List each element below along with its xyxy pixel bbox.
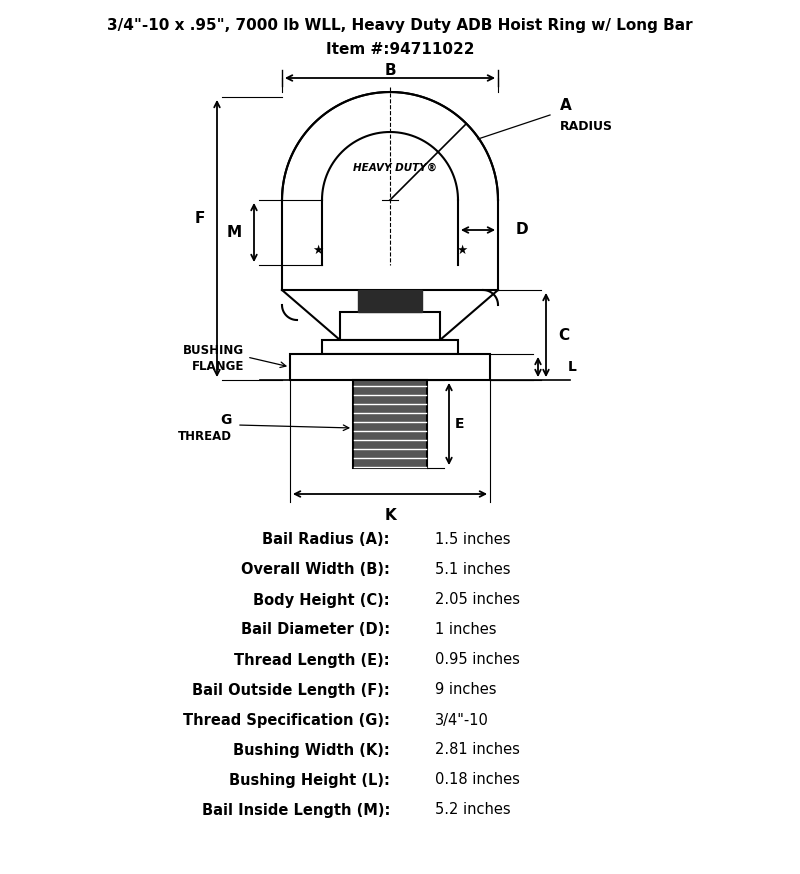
Text: A: A — [560, 98, 572, 113]
Text: 2.81 inches: 2.81 inches — [435, 743, 520, 758]
Text: 5.2 inches: 5.2 inches — [435, 802, 510, 817]
Text: 3/4"-10 x .95", 7000 lb WLL, Heavy Duty ADB Hoist Ring w/ Long Bar: 3/4"-10 x .95", 7000 lb WLL, Heavy Duty … — [107, 18, 693, 33]
Text: B: B — [384, 63, 396, 78]
Text: Bail Diameter (D):: Bail Diameter (D): — [241, 622, 390, 637]
Text: Item #:94711022: Item #:94711022 — [326, 42, 474, 57]
Text: THREAD: THREAD — [178, 429, 232, 442]
Text: C: C — [558, 328, 569, 343]
Text: Body Height (C):: Body Height (C): — [254, 593, 390, 607]
Text: ★: ★ — [312, 244, 324, 256]
Text: Bail Inside Length (M):: Bail Inside Length (M): — [202, 802, 390, 817]
Text: Thread Length (E):: Thread Length (E): — [234, 653, 390, 668]
Text: 1 inches: 1 inches — [435, 622, 497, 637]
Text: Bail Radius (A):: Bail Radius (A): — [262, 532, 390, 547]
Text: Thread Specification (G):: Thread Specification (G): — [183, 712, 390, 727]
Text: Bushing Width (K):: Bushing Width (K): — [234, 743, 390, 758]
Text: G: G — [221, 413, 232, 427]
Text: 3/4"-10: 3/4"-10 — [435, 712, 489, 727]
Text: ★: ★ — [456, 244, 468, 256]
Text: RADIUS: RADIUS — [560, 121, 613, 134]
Bar — [290, 354, 490, 380]
Bar — [358, 290, 422, 312]
Text: 0.95 inches: 0.95 inches — [435, 653, 520, 668]
Bar — [353, 380, 427, 468]
Text: 1.5 inches: 1.5 inches — [435, 532, 510, 547]
Text: D: D — [516, 223, 529, 238]
Text: M: M — [227, 225, 242, 240]
Text: E: E — [455, 417, 465, 431]
Text: 0.18 inches: 0.18 inches — [435, 773, 520, 787]
Text: Bushing Height (L):: Bushing Height (L): — [229, 773, 390, 787]
Text: 9 inches: 9 inches — [435, 683, 497, 697]
Text: K: K — [384, 508, 396, 523]
Bar — [322, 340, 458, 354]
Text: FLANGE: FLANGE — [192, 359, 244, 372]
Text: BUSHING: BUSHING — [183, 343, 244, 357]
Bar — [340, 312, 440, 340]
Text: HEAVY DUTY®: HEAVY DUTY® — [353, 163, 437, 173]
Text: Overall Width (B):: Overall Width (B): — [241, 563, 390, 578]
Text: L: L — [568, 360, 577, 374]
Text: 5.1 inches: 5.1 inches — [435, 563, 510, 578]
Text: 2.05 inches: 2.05 inches — [435, 593, 520, 607]
Text: F: F — [194, 211, 205, 226]
Text: Bail Outside Length (F):: Bail Outside Length (F): — [192, 683, 390, 697]
